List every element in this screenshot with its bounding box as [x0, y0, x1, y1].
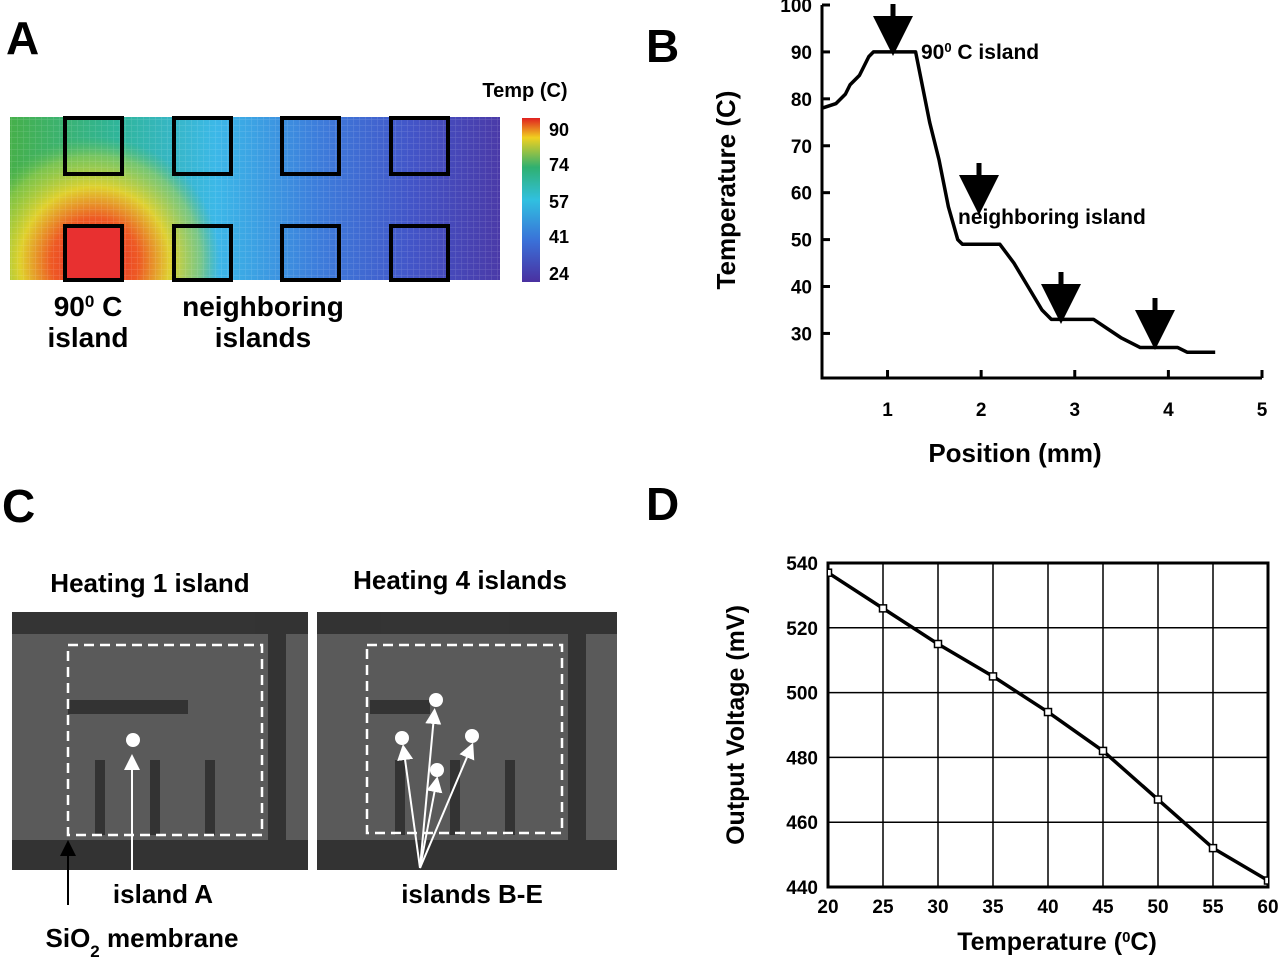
annotation: 900 C: [54, 291, 123, 322]
y-tick-label: 480: [786, 748, 818, 769]
annotation-part: 0: [944, 40, 951, 55]
colorbar-title: Temp (C): [482, 80, 567, 102]
line: [821, 50, 1216, 354]
hot-spots: [126, 693, 479, 777]
y-tick-label: 70: [791, 137, 812, 158]
annotation: islands: [215, 322, 311, 353]
annotation-part: 2: [90, 942, 99, 958]
y-tick-label: 60: [791, 184, 812, 205]
annotation-part: 90: [921, 41, 944, 64]
colorbar-tick-label: 24: [549, 264, 569, 284]
x-tick-label: 35: [982, 897, 1004, 918]
island: [280, 116, 341, 176]
island: [172, 116, 233, 176]
plot: 440 460 480 500 520 540 20 25 30 35 40 45 50 55 60: [786, 554, 1278, 918]
y-axis-title: Temperature (C): [711, 91, 741, 290]
x-tick-label: 25: [872, 897, 894, 918]
y-tick-label: 30: [791, 324, 812, 345]
x-tick-label: 60: [1257, 897, 1278, 918]
x-tick-label: 2: [976, 400, 987, 421]
x-tick-label: 4: [1163, 400, 1174, 421]
arrows: [873, 4, 1175, 350]
island: [389, 116, 450, 176]
x-axis-title: Temperature (0C): [957, 928, 1157, 956]
x-tick-label: 45: [1092, 897, 1114, 918]
colorbar-tick-label: 57: [549, 192, 569, 212]
annotation-part: C: [94, 291, 122, 322]
annotation-part: 0: [85, 292, 94, 311]
arrows: [124, 708, 475, 880]
colorbar: [522, 118, 540, 282]
annotation: island: [48, 322, 129, 353]
point: [828, 568, 833, 577]
x-tick-label: 55: [1202, 897, 1224, 918]
x-tick-label: 30: [927, 897, 948, 918]
image-texture: [12, 612, 617, 870]
axis-title-part: Temperature (: [957, 928, 1123, 956]
plot-frame: [826, 561, 1270, 889]
point: [1208, 843, 1218, 853]
x-tick-label: 1: [882, 400, 893, 421]
x-axis-title: Position (mm): [928, 438, 1101, 468]
x-tick-label: 5: [1257, 400, 1268, 421]
panel-letter: D: [646, 478, 679, 530]
panel-letter: C: [2, 480, 35, 532]
y-axis-title: Output Voltage (mV): [722, 605, 750, 845]
annotation: neighboring: [182, 291, 344, 322]
point: [1263, 876, 1268, 885]
point: [1043, 707, 1053, 717]
panel-letter: A: [6, 12, 39, 64]
image-title: Heating 1 island: [50, 568, 249, 598]
y-tick-label: 440: [786, 878, 818, 899]
x-tick-label: 20: [817, 897, 838, 918]
x-tick-label: 40: [1037, 897, 1058, 918]
image-title: Heating 4 islands: [353, 565, 567, 595]
island: [172, 224, 233, 282]
heatmap: [10, 116, 540, 282]
axis-title-part: 0: [1122, 929, 1130, 946]
annotation: neighboring island: [958, 206, 1146, 229]
colorbar-tick-label: 41: [549, 227, 569, 247]
y-tick-label: 90: [791, 43, 812, 64]
annotation-part: membrane: [100, 923, 239, 953]
y-tick-label: 80: [791, 90, 812, 111]
island: [389, 224, 450, 282]
y-tick-label: 50: [791, 231, 812, 252]
point: [878, 604, 888, 613]
annotation: 900 C island: [921, 40, 1039, 65]
y-tick-label: 520: [786, 619, 818, 640]
annotation-part: SiO: [46, 923, 91, 953]
island-outlines: [63, 116, 450, 282]
x-tick-label: 3: [1069, 400, 1080, 421]
point: [988, 672, 998, 681]
y-tick-label: 500: [786, 684, 818, 705]
point: [933, 639, 943, 649]
point: [1153, 795, 1163, 804]
thermal-images: [12, 612, 617, 905]
annotation-part: 90: [54, 291, 85, 322]
plot: 30 40 50 60 70 80 90 100 1 2 3 4 5: [780, 0, 1267, 421]
axis-line: [820, 5, 1262, 380]
annotation: island A: [113, 879, 213, 909]
y-tick-label: 540: [786, 554, 818, 575]
axis-title-part: C): [1130, 928, 1156, 956]
colorbar-tick-label: 74: [549, 155, 569, 175]
colorbar-tick-label: 90: [549, 120, 569, 140]
annotation-part: C island: [952, 41, 1040, 64]
y-tick-label: 460: [786, 813, 818, 834]
point: [1098, 746, 1108, 756]
x-tick-label: 50: [1147, 897, 1168, 918]
annotation: islands B-E: [401, 879, 543, 909]
membrane-outline: [66, 643, 564, 837]
panel-letter: B: [646, 20, 679, 72]
annotation: SiO2 membrane: [46, 923, 239, 958]
y-tick-label: 40: [791, 278, 812, 299]
island: [280, 224, 341, 282]
island: [63, 224, 124, 282]
island: [63, 116, 124, 176]
y-tick-label: 100: [780, 0, 812, 17]
